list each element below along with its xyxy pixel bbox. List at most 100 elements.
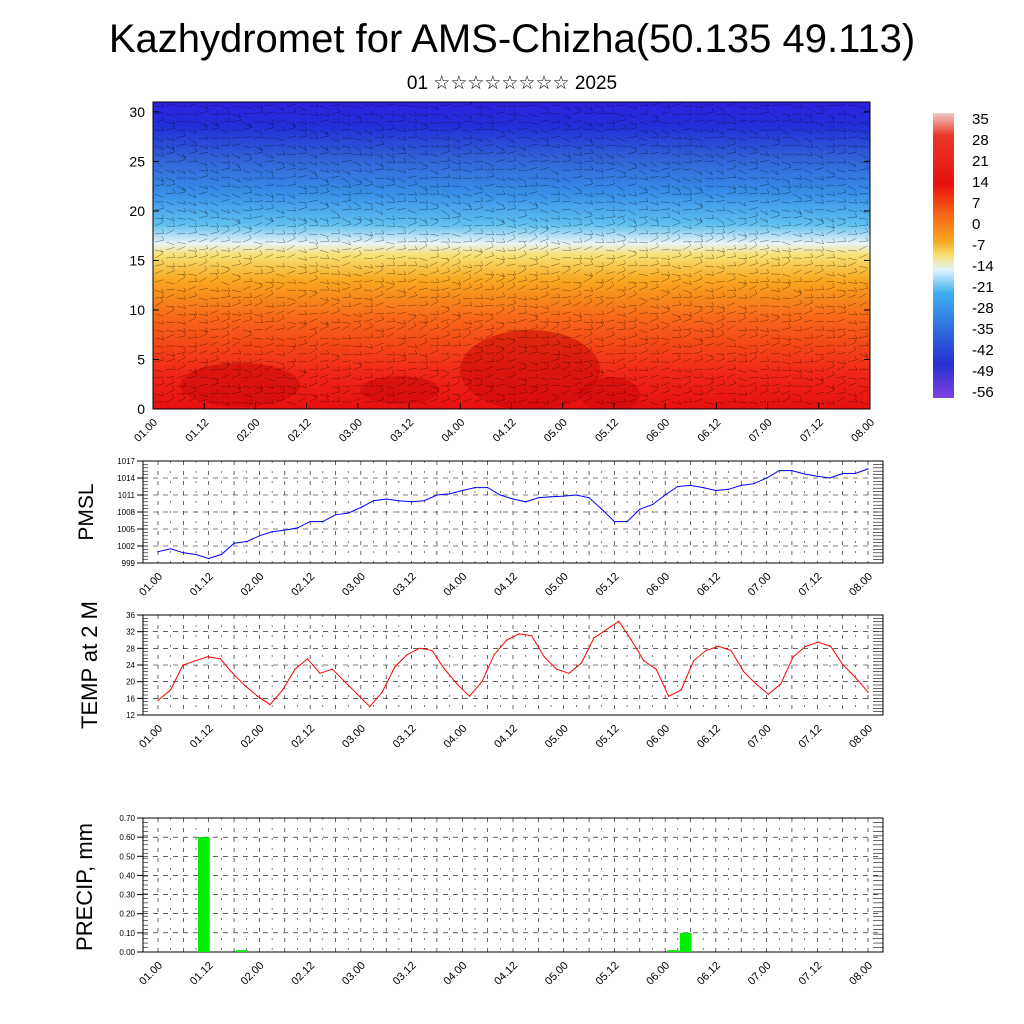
- cs-ytick-label: 0: [137, 401, 145, 417]
- xtick-label: 03.00: [340, 723, 368, 751]
- pmsl-point: [296, 527, 299, 529]
- chart-subtitle: 01 ☆☆☆☆☆☆☆☆ 2025: [406, 73, 618, 94]
- precip-bar-0: [198, 837, 210, 952]
- precip-bar-2: [667, 950, 679, 952]
- pmsl-point: [537, 497, 540, 499]
- ytick-label: 1014: [117, 474, 135, 483]
- ytick-label: 0.20: [119, 910, 135, 919]
- xtick-label: 04.00: [441, 723, 469, 751]
- temp-point: [294, 668, 296, 670]
- ytick-label: 24: [126, 661, 135, 670]
- temp-point: [257, 695, 259, 697]
- xtick-label: 08.00: [847, 960, 875, 988]
- temp-point: [157, 699, 159, 702]
- y-axis-title: TEMP at 2 M: [77, 601, 102, 729]
- ytick-label: 20: [126, 678, 135, 687]
- pmsl-point: [512, 498, 514, 500]
- xtick-label: 05.00: [543, 723, 571, 751]
- pmsl-point: [791, 470, 793, 472]
- temp-point: [344, 681, 346, 683]
- temp-point: [780, 683, 782, 685]
- temp-point: [244, 685, 246, 687]
- cs-xtick-label: 03.00: [337, 417, 365, 445]
- temp-point: [406, 654, 408, 656]
- xtick-label: 02.12: [289, 571, 317, 599]
- pmsl-point: [677, 485, 679, 488]
- cs-xtick-label: 07.00: [747, 417, 775, 445]
- temp-point: [506, 639, 508, 641]
- ytick-label: 36: [126, 611, 135, 620]
- pmsl-point: [550, 496, 552, 498]
- ytick-label: 999: [122, 559, 136, 568]
- cs-ytick-label: 10: [129, 302, 145, 318]
- pmsl-point: [525, 501, 527, 503]
- pmsl-point: [727, 488, 730, 490]
- temp-point: [369, 706, 371, 708]
- cs-xtick-label: 05.00: [542, 417, 570, 445]
- pmsl-point: [170, 548, 172, 550]
- colorbar-label: -56: [972, 384, 994, 401]
- pmsl-point: [804, 473, 806, 475]
- pmsl-point: [398, 500, 400, 502]
- pmsl-point: [195, 553, 197, 556]
- pmsl-point: [626, 521, 628, 523]
- temp-point: [817, 641, 819, 643]
- colorbar: [933, 113, 954, 398]
- temp-point: [356, 693, 358, 695]
- pmsl-point: [182, 552, 184, 554]
- ytick-label: 1011: [118, 491, 136, 500]
- xtick-label: 02.00: [239, 960, 267, 988]
- ytick-label: 0.40: [119, 871, 135, 880]
- ytick-label: 0.10: [119, 929, 135, 938]
- ytick-label: 0.70: [119, 814, 135, 823]
- pmsl-point: [854, 472, 856, 475]
- pmsl-point: [423, 500, 425, 502]
- wind-barbs: [154, 102, 869, 406]
- temp-point: [630, 639, 632, 641]
- pmsl-point: [284, 529, 286, 531]
- cs-xtick-label: 02.00: [235, 417, 263, 445]
- xtick-label: 06.12: [695, 723, 723, 751]
- panel-frame: [142, 817, 884, 953]
- xtick-label: 06.12: [695, 960, 723, 988]
- temp-point: [543, 656, 545, 658]
- xtick-label: 08.00: [847, 723, 875, 751]
- xtick-label: 04.12: [492, 960, 520, 988]
- ytick-label: 0.00: [119, 948, 135, 957]
- temp-point: [668, 695, 670, 697]
- pmsl-point: [372, 500, 375, 502]
- pmsl-point: [271, 531, 273, 533]
- pmsl-point: [575, 494, 578, 496]
- ytick-label: 1008: [117, 508, 135, 517]
- temp-point: [643, 660, 645, 662]
- ytick-label: 0.50: [119, 852, 135, 861]
- temp-point: [394, 666, 396, 668]
- pmsl-point: [258, 535, 260, 537]
- colorbar-label: 21: [972, 153, 989, 170]
- ytick-label: 0.60: [119, 833, 135, 842]
- cs-xtick-label: 06.00: [644, 417, 672, 445]
- temp-point: [169, 689, 172, 691]
- pmsl-point: [487, 487, 489, 489]
- xtick-label: 01.12: [188, 960, 216, 988]
- pmsl-point: [639, 508, 641, 510]
- temp-point: [655, 668, 657, 670]
- xtick-label: 03.12: [391, 960, 419, 988]
- ytick-label: 16: [126, 694, 135, 703]
- temp-point: [282, 689, 284, 691]
- cs-xtick-label: 05.12: [593, 417, 621, 445]
- pmsl-point: [753, 483, 755, 485]
- temp-point: [867, 691, 869, 693]
- temp-point: [443, 668, 446, 670]
- temp-point: [705, 649, 707, 652]
- ytick-label: 1017: [117, 457, 135, 466]
- colorbar-label: -21: [972, 279, 994, 296]
- xtick-label: 02.12: [289, 960, 317, 988]
- cs-xtick-label: 06.12: [696, 417, 724, 445]
- pmsl-point: [385, 498, 387, 500]
- pmsl-point: [689, 484, 692, 486]
- xtick-label: 02.12: [289, 723, 317, 751]
- temp-point: [219, 658, 221, 660]
- xtick-label: 01.00: [137, 960, 165, 988]
